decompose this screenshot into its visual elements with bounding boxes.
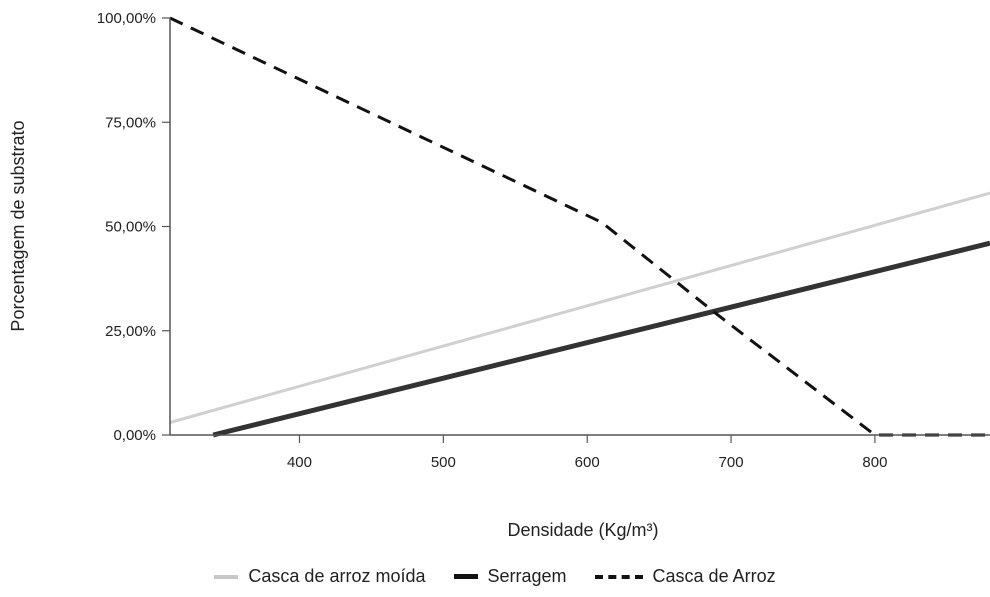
legend-item-casca-arroz: Casca de Arroz bbox=[594, 566, 776, 587]
x-axis-title: Densidade (Kg/m³) bbox=[507, 520, 658, 540]
y-tick-label: 50,00% bbox=[105, 219, 156, 236]
legend: Casca de arroz moída Serragem Casca de A… bbox=[0, 566, 990, 587]
x-tick-label: 700 bbox=[719, 454, 744, 471]
y-tick-label: 75,00% bbox=[105, 114, 156, 131]
x-tick-label: 500 bbox=[431, 454, 456, 471]
legend-label-casca-arroz: Casca de Arroz bbox=[652, 566, 776, 586]
y-axis-title: Porcentagem de substrato bbox=[8, 120, 28, 331]
legend-swatch-serragem bbox=[453, 574, 478, 579]
tick-layer: 400 500 600 700 800 0,00% 25,00% 50,00% 75,00% 10… bbox=[97, 10, 888, 471]
series-layer bbox=[169, 16, 990, 438]
line-chart: 400 500 600 700 800 0,00% 25,00% 50,00% 75,00% 10… bbox=[8, 10, 990, 540]
series-line-serragem bbox=[212, 240, 990, 438]
x-tick-label: 400 bbox=[287, 454, 312, 471]
legend-swatch-casca-moida bbox=[214, 574, 239, 579]
legend-swatch-casca-arroz bbox=[594, 574, 643, 579]
y-tick-label: 25,00% bbox=[105, 323, 156, 340]
y-tick-label: 100,00% bbox=[97, 10, 156, 27]
legend-item-casca-moida: Casca de arroz moída bbox=[214, 566, 426, 587]
legend-label-casca-moida: Casca de arroz moída bbox=[248, 566, 426, 586]
y-tick-label: 0,00% bbox=[113, 427, 156, 444]
series-line-casca-moida bbox=[169, 191, 990, 424]
x-tick-label: 800 bbox=[862, 454, 887, 471]
legend-label-serragem: Serragem bbox=[487, 566, 567, 586]
x-tick-label: 600 bbox=[575, 454, 600, 471]
legend-item-serragem: Serragem bbox=[453, 566, 567, 587]
